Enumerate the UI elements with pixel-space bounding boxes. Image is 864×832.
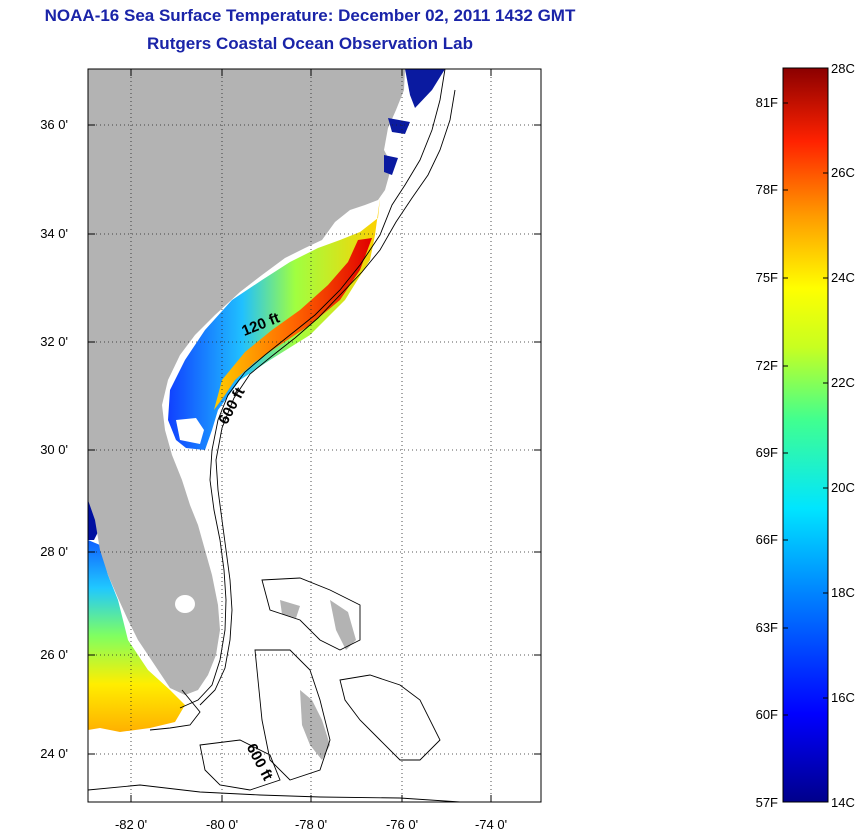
- map-ticks: [88, 69, 541, 802]
- gulf-stream-band: [214, 238, 372, 410]
- lat-tick-label: 34 0': [40, 226, 68, 241]
- colorbar-label-c: 16C: [831, 690, 855, 705]
- colorbar-label-c: 28C: [831, 61, 855, 76]
- colorbar-label-f: 57F: [755, 795, 778, 810]
- colorbar-label-f: 81F: [755, 95, 778, 110]
- lon-tick-label: -76 0': [385, 817, 419, 832]
- colorbar-label-f: 63F: [755, 620, 778, 635]
- map-area: 120 ft 600 ft 600 ft: [88, 69, 461, 802]
- colorbar-label-c: 26C: [831, 165, 855, 180]
- colorbar-label-f: 60F: [755, 707, 778, 722]
- contour-label-600-south: 600 ft: [243, 741, 276, 784]
- colorbar-ticks: [783, 102, 828, 716]
- colorbar-label-f: 78F: [755, 182, 778, 197]
- colorbar-label-f: 75F: [755, 270, 778, 285]
- colorbar-label-c: 20C: [831, 480, 855, 495]
- colorbar-label-c: 24C: [831, 270, 855, 285]
- map-title: NOAA-16 Sea Surface Temperature: Decembe…: [44, 6, 576, 25]
- lon-tick-label: -78 0': [294, 817, 328, 832]
- depth-contours: [88, 69, 461, 802]
- lat-tick-label: 36 0': [40, 117, 68, 132]
- lat-tick-label: 26 0': [40, 647, 68, 662]
- colorbar-label-c: 22C: [831, 375, 855, 390]
- colorbar-label-c: 14C: [831, 795, 855, 810]
- colorbar-label-f: 66F: [755, 532, 778, 547]
- colorbar-label-f: 69F: [755, 445, 778, 460]
- colorbar-scale: [782, 67, 829, 803]
- lat-tick-label: 24 0': [40, 746, 68, 761]
- colorbar-label-f: 72F: [755, 358, 778, 373]
- lat-tick-label: 32 0': [40, 334, 68, 349]
- map-frame: [87, 68, 542, 803]
- lon-tick-label: -74 0': [474, 817, 508, 832]
- us-landmass: [88, 69, 405, 695]
- lon-tick-label: -82 0': [114, 817, 148, 832]
- bahamas-islands: [300, 690, 330, 760]
- lon-tick-label: -80 0': [205, 817, 239, 832]
- gulf-sst-patch: [88, 540, 185, 732]
- colorbar-label-c: 18C: [831, 585, 855, 600]
- lat-tick-label: 30 0': [40, 442, 68, 457]
- map-subtitle: Rutgers Coastal Ocean Observation Lab: [147, 34, 473, 53]
- lat-tick-label: 28 0': [40, 544, 68, 559]
